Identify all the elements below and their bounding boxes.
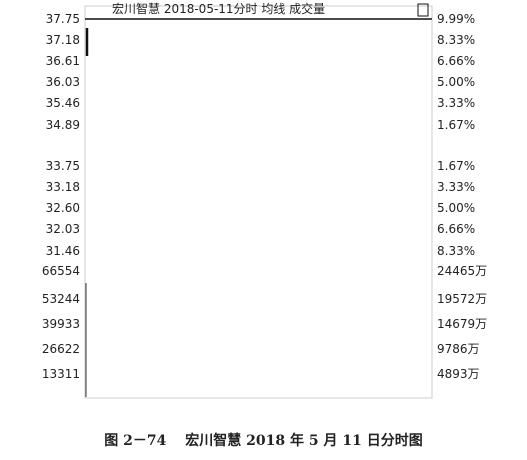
price-label: 33.75 (45, 159, 80, 173)
price-label: 31.46 (45, 244, 80, 258)
price-label: 36.61 (45, 54, 80, 68)
price-label: 37.75 (45, 12, 80, 26)
percent-label: 8.33% (437, 33, 476, 47)
percent-label: 6.66% (437, 54, 476, 68)
price-label: 32.03 (45, 222, 80, 236)
percent-label: 5.00% (437, 201, 476, 215)
chart-header: 宏川智慧 2018-05-11分时 均线 成交量 (112, 2, 326, 16)
percent-label: 1.67% (437, 118, 476, 132)
price-label: 34.89 (45, 118, 80, 132)
price-label: 36.03 (45, 75, 80, 89)
percent-label: 8.33% (437, 244, 476, 258)
percent-label: 5.00% (437, 75, 476, 89)
volume-label: 26622 (41, 342, 80, 356)
percent-label: 3.33% (437, 180, 476, 194)
price-label: 32.60 (45, 201, 80, 215)
volume-label: 66554 (41, 264, 80, 278)
amount-label: 24465万 (437, 264, 488, 278)
price-label: 37.18 (45, 33, 80, 47)
price-label: 33.18 (45, 180, 80, 194)
percent-label: 6.66% (437, 222, 476, 236)
volume-label: 13311 (41, 367, 80, 381)
percent-label: 1.67% (437, 159, 476, 173)
percent-label: 9.99% (437, 12, 476, 26)
figure-caption: 图 2－74 宏川智慧 2018 年 5 月 11 日分时图 (104, 433, 423, 449)
amount-label: 9786万 (437, 342, 480, 356)
title-box (417, 3, 429, 17)
amount-label: 14679万 (437, 317, 488, 331)
percent-label: 3.33% (437, 96, 476, 110)
amount-label: 4893万 (437, 367, 480, 381)
amount-label: 19572万 (437, 292, 488, 306)
frame (84, 5, 433, 399)
price-label: 35.46 (45, 96, 80, 110)
volume-label: 39933 (41, 317, 80, 331)
volume-label: 53244 (41, 292, 80, 306)
